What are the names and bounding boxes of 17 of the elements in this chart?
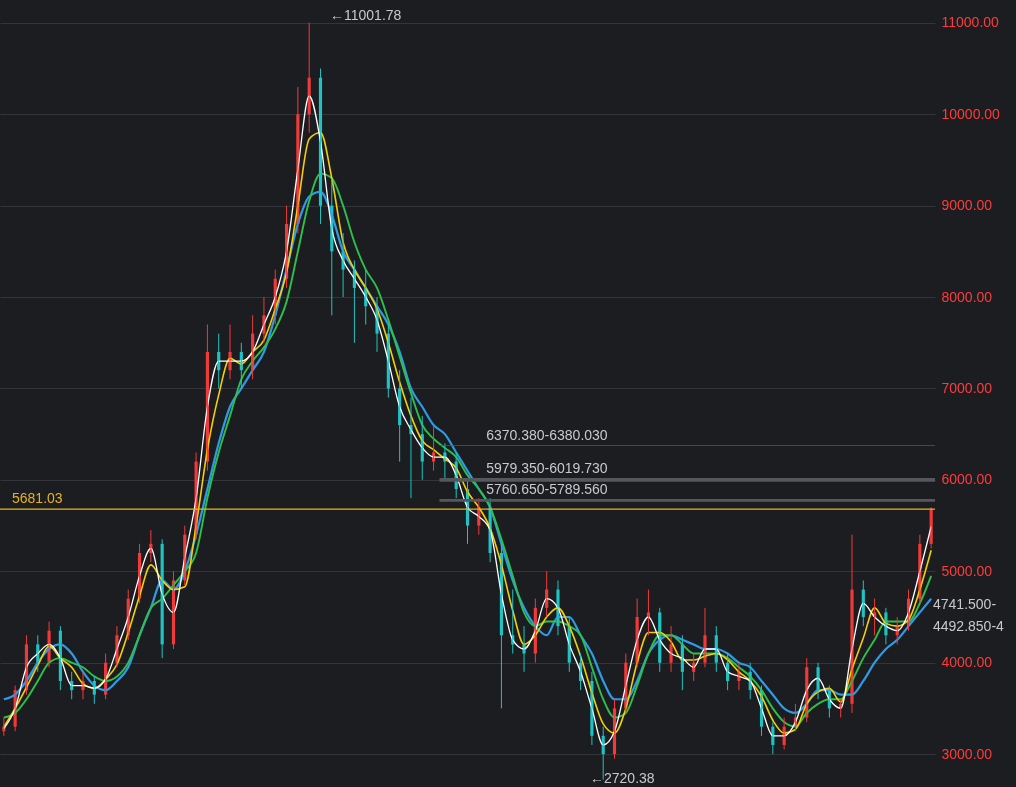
annotation: ←2720.38	[590, 770, 655, 786]
annotation: 4741.500-	[933, 596, 997, 612]
y-tick-label: 10000.00	[941, 105, 1001, 122]
y-tick-label: 4000.00	[941, 654, 993, 671]
ref-line-label: 5681.03	[12, 490, 63, 507]
y-tick-label: 11000.00	[941, 14, 1000, 31]
band-label: 5760.650-5789.560	[486, 481, 608, 498]
annotation: ←11001.78	[330, 7, 402, 23]
band-label: 5979.350-6019.730	[486, 460, 608, 477]
y-tick-label: 3000.00	[941, 745, 993, 762]
annotation: 4492.850-4	[933, 618, 1005, 634]
y-tick-label: 7000.00	[941, 379, 993, 396]
y-tick-label: 6000.00	[941, 471, 993, 488]
y-tick-label: 8000.00	[941, 288, 993, 305]
band-label: 6370.380-6380.030	[486, 427, 608, 444]
y-tick-label: 5000.00	[941, 562, 993, 579]
y-tick-label: 9000.00	[941, 197, 993, 214]
